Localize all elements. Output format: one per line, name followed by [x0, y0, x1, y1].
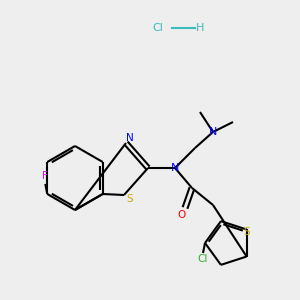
Text: F: F	[42, 171, 48, 181]
Text: N: N	[209, 127, 217, 137]
Text: O: O	[177, 210, 185, 220]
Text: Cl: Cl	[153, 23, 164, 33]
Text: S: S	[243, 227, 250, 238]
Text: H: H	[196, 23, 204, 33]
Text: N: N	[126, 133, 134, 143]
Text: S: S	[127, 194, 133, 204]
Text: Cl: Cl	[198, 254, 208, 264]
Text: N: N	[171, 163, 179, 173]
